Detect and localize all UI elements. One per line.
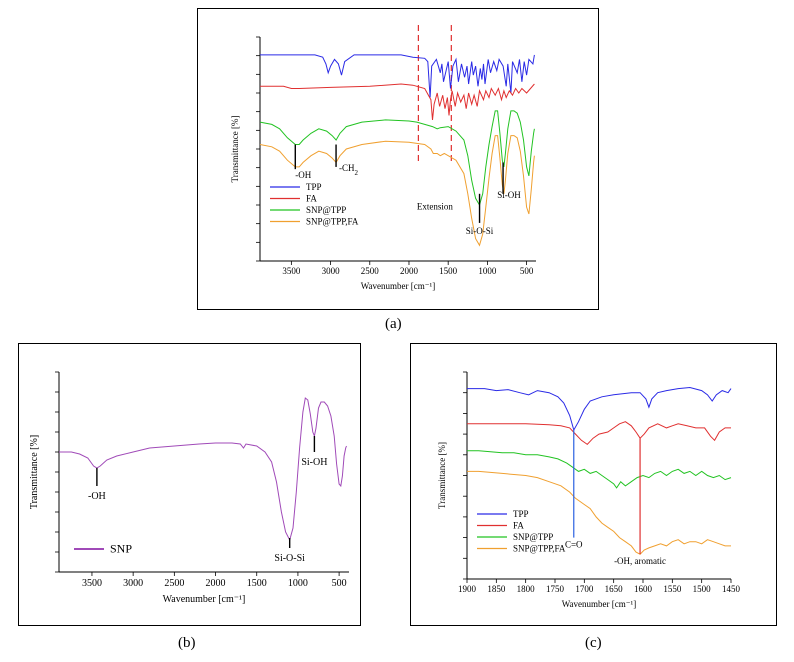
x-tick-label-c: 1900 [458, 584, 477, 594]
series-line-c-0 [467, 386, 732, 432]
x-tick-label-b: 3500 [82, 578, 102, 589]
caption-a: (a) [385, 316, 402, 332]
x-tick-label-c: 1500 [693, 584, 712, 594]
legend-label-c: TPP [513, 509, 529, 519]
legend-label-a: TPP [306, 182, 322, 192]
annotation-label-c: C=O [565, 540, 583, 550]
series-line-a-1 [260, 83, 535, 120]
x-tick-label-b: 2500 [164, 578, 184, 589]
y-axis-label-c: Transmittance [%] [437, 442, 447, 509]
x-tick-label-b: 500 [332, 578, 347, 589]
x-tick-label-c: 1450 [722, 584, 741, 594]
y-axis-label-b: Transmittance [%] [29, 435, 40, 509]
ftir-chart-a: 3500 3000 2500 2000 1500 1000 500 Wavenumber [c… [230, 25, 536, 291]
ftir-chart-b: 3500 3000 2500 2000 1500 1000 500 Wavenumber [c… [29, 371, 349, 605]
x-tick-label-b: 3000 [123, 578, 143, 589]
x-tick-label-a: 2500 [361, 266, 380, 276]
annotation-label-a: Si-O-Si [466, 226, 494, 236]
series-line-a-0 [260, 54, 535, 98]
x-tick-label-c: 1650 [605, 584, 624, 594]
series-line-a-2 [259, 110, 535, 207]
annotation-label-b: Si-OH [301, 457, 327, 468]
x-tick-label-c: 1700 [575, 584, 594, 594]
x-tick-label-c: 1750 [546, 584, 565, 594]
legend-label-a: FA [306, 194, 317, 204]
series-line-a-3 [259, 135, 535, 247]
annotation-label-a: Extension [417, 201, 453, 211]
x-tick-label-a: 500 [520, 266, 534, 276]
series-line-c-2 [467, 450, 732, 489]
chart-panel-a: 3500 3000 2500 2000 1500 1000 500 Wavenumber [c… [197, 8, 599, 310]
x-tick-label-c: 1850 [487, 584, 506, 594]
x-tick-label-a: 3000 [322, 266, 341, 276]
annotation-label-a: -OH [295, 170, 311, 180]
x-axis-label-c: Wavenumber [cm⁻¹] [562, 599, 636, 609]
x-axis-label-b: Wavenumber [cm⁻¹] [163, 594, 246, 605]
x-tick-label-c: 1600 [634, 584, 653, 594]
legend-label-c: FA [513, 521, 524, 531]
ftir-chart-c: 1900 1850 1800 1750 1700 1650 1600 1550 1500 1450… [437, 371, 741, 609]
legend-label-c: SNP@TPP,FA [513, 544, 566, 554]
series-line-b-0 [59, 397, 347, 542]
annotation-label-c: -OH, aromatic [614, 556, 666, 566]
legend-label-a: SNP@TPP,FA [306, 217, 359, 227]
legend-label-b: SNP [110, 542, 132, 556]
caption-b: (b) [178, 635, 196, 651]
x-axis-label-a: Wavenumber [cm⁻¹] [361, 281, 435, 291]
caption-c: (c) [585, 635, 602, 651]
annotation-label-a: -CH2 [339, 163, 359, 177]
x-tick-label-a: 3500 [282, 266, 301, 276]
x-tick-label-c: 1800 [517, 584, 536, 594]
annotation-label-b: Si-O-Si [274, 553, 305, 564]
chart-panel-c: 1900 1850 1800 1750 1700 1650 1600 1550 1500 1450… [410, 343, 777, 626]
x-tick-label-a: 2000 [400, 266, 419, 276]
x-tick-label-b: 1000 [288, 578, 308, 589]
x-tick-label-c: 1550 [663, 584, 682, 594]
x-tick-label-b: 1500 [247, 578, 267, 589]
x-tick-label-b: 2000 [206, 578, 226, 589]
chart-panel-b: 3500 3000 2500 2000 1500 1000 500 Wavenumber [c… [18, 343, 361, 626]
series-line-c-3 [467, 470, 731, 555]
legend-label-c: SNP@TPP [513, 532, 553, 542]
series-line-c-1 [467, 421, 731, 446]
y-axis-label-a: Transmittance [%] [230, 116, 240, 183]
annotation-label-a: Si-OH [497, 190, 521, 200]
x-tick-label-a: 1500 [439, 266, 458, 276]
x-tick-label-a: 1000 [478, 266, 497, 276]
annotation-label-b: -OH [88, 491, 106, 502]
legend-label-a: SNP@TPP [306, 205, 346, 215]
